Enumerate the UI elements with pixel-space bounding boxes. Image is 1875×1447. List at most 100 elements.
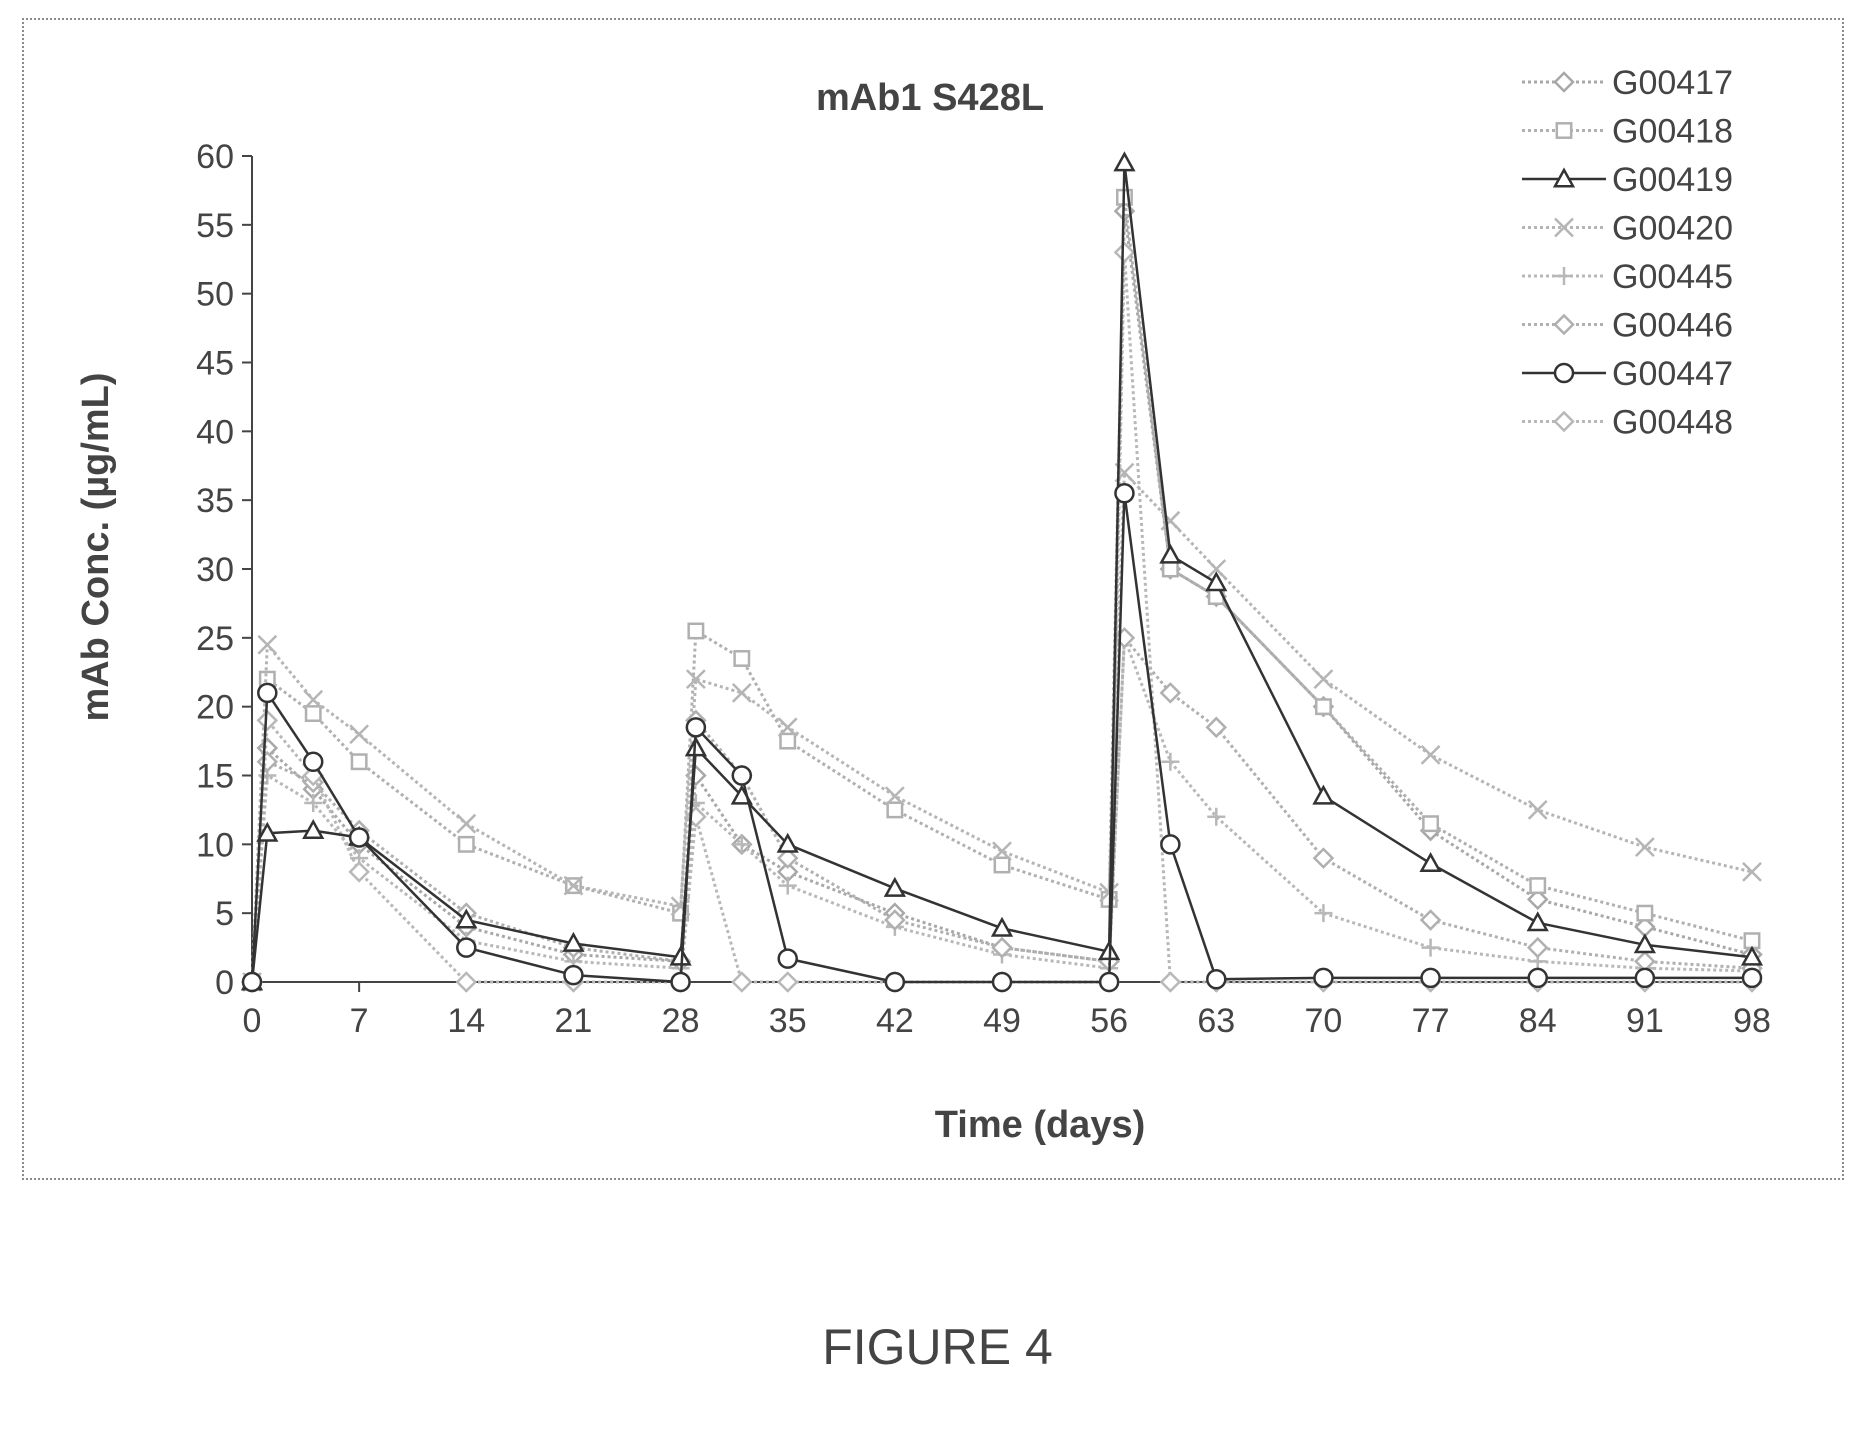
- data-point: [1421, 938, 1440, 957]
- data-point: [1159, 543, 1182, 564]
- data-point: [991, 936, 1013, 959]
- data-point: [1529, 877, 1547, 895]
- data-point: [241, 971, 263, 993]
- data-point: [257, 682, 278, 704]
- legend-label: G00419: [1612, 161, 1733, 199]
- data-point: [777, 717, 798, 738]
- y-tick-label: 25: [196, 620, 234, 658]
- data-point: [304, 794, 323, 813]
- data-point: [884, 909, 906, 931]
- data-point: [303, 689, 324, 710]
- x-tick-label: 42: [876, 1002, 914, 1040]
- legend-entry: G00448: [1522, 404, 1733, 442]
- data-point: [1314, 904, 1333, 923]
- legend: G00417 G00418 G00419 G00420 G00445 G00446 G004…: [1522, 64, 1733, 442]
- legend-entry: G00417: [1522, 64, 1733, 102]
- y-tick-label: 45: [196, 345, 234, 383]
- data-point: [456, 937, 477, 958]
- data-point: [349, 724, 370, 745]
- y-axis-label: mAb Conc. (µg/mL): [75, 372, 117, 721]
- data-point: [886, 801, 904, 819]
- legend-label: G00447: [1612, 355, 1733, 393]
- chart-title: mAb1 S428L: [816, 77, 1044, 119]
- y-tick-label: 20: [196, 689, 234, 727]
- figure-caption: FIGURE 4: [822, 1319, 1053, 1375]
- x-tick-label: 84: [1519, 1002, 1557, 1040]
- data-point: [348, 827, 370, 848]
- legend-entry: G00446: [1522, 307, 1733, 345]
- data-point: [731, 971, 753, 993]
- data-point: [456, 813, 477, 834]
- y-tick-label: 40: [196, 413, 234, 451]
- data-point: [1160, 510, 1181, 531]
- legend-marker: [1553, 313, 1575, 336]
- x-tick-label: 28: [662, 1002, 700, 1040]
- data-point: [1312, 784, 1335, 805]
- series-G00447: [241, 483, 1763, 993]
- data-point: [1113, 151, 1136, 172]
- data-point: [455, 971, 478, 993]
- data-point: [990, 916, 1014, 937]
- data-point: [1113, 241, 1136, 264]
- data-point: [1161, 560, 1179, 578]
- data-point: [731, 765, 753, 786]
- legend-marker: [1553, 71, 1575, 93]
- data-point: [1422, 815, 1440, 833]
- plot-layer: 0 5 10 15 20 25 30 35 40 45 50 55 60 0 7 14 21 28 35 42 49 56…: [196, 138, 1771, 1040]
- data-point: [1420, 967, 1441, 989]
- series-line: [250, 471, 1753, 983]
- data-point: [670, 971, 691, 993]
- y-tick-label: 50: [196, 276, 234, 314]
- data-point: [1634, 967, 1656, 989]
- legend-label: G00445: [1612, 258, 1733, 296]
- data-point: [776, 847, 799, 869]
- data-point: [1159, 971, 1182, 993]
- data-point: [1420, 744, 1441, 765]
- data-point: [256, 709, 279, 732]
- data-point: [1526, 936, 1549, 959]
- legend-entry: G00447: [1522, 355, 1733, 393]
- data-point: [1526, 888, 1549, 911]
- data-point: [1742, 861, 1762, 882]
- data-point: [457, 835, 475, 853]
- y-tick-label: 55: [196, 207, 234, 245]
- data-point: [1206, 559, 1227, 579]
- data-point: [1526, 911, 1549, 932]
- x-axis-label: Time (days): [935, 1104, 1145, 1146]
- data-point: [1636, 904, 1654, 922]
- legend-label: G00417: [1612, 64, 1733, 102]
- data-point: [776, 832, 799, 853]
- data-point: [302, 818, 325, 840]
- series-line: [250, 492, 1752, 984]
- data-point: [779, 732, 797, 750]
- x-tick-label: 0: [243, 1002, 262, 1040]
- data-point: [778, 876, 797, 895]
- data-point: [257, 634, 278, 655]
- y-tick-label: 60: [196, 138, 234, 176]
- x-tick-label: 91: [1626, 1002, 1664, 1040]
- data-point: [1419, 909, 1442, 931]
- x-tick-label: 63: [1197, 1002, 1235, 1040]
- legend-marker: [1554, 217, 1574, 238]
- data-point: [1161, 752, 1180, 771]
- legend-marker: [1553, 362, 1575, 384]
- data-point: [776, 971, 799, 993]
- x-tick-label: 14: [447, 1002, 485, 1040]
- legend-label: G00448: [1612, 404, 1733, 442]
- y-tick-label: 5: [215, 895, 234, 933]
- legend-entry: G00418: [1522, 113, 1733, 151]
- data-point: [1205, 716, 1228, 739]
- x-tick-label: 77: [1412, 1002, 1450, 1040]
- legend-marker: [1555, 122, 1573, 139]
- data-point: [685, 669, 706, 690]
- data-point: [1207, 807, 1226, 826]
- data-point: [256, 750, 279, 773]
- data-point: [563, 875, 584, 896]
- data-point: [993, 856, 1011, 874]
- legend-entry: G00445: [1522, 258, 1733, 296]
- data-point: [563, 964, 584, 986]
- data-point: [350, 753, 368, 771]
- data-point: [1527, 800, 1548, 820]
- data-point: [1741, 967, 1763, 989]
- y-tick-label: 30: [196, 551, 234, 589]
